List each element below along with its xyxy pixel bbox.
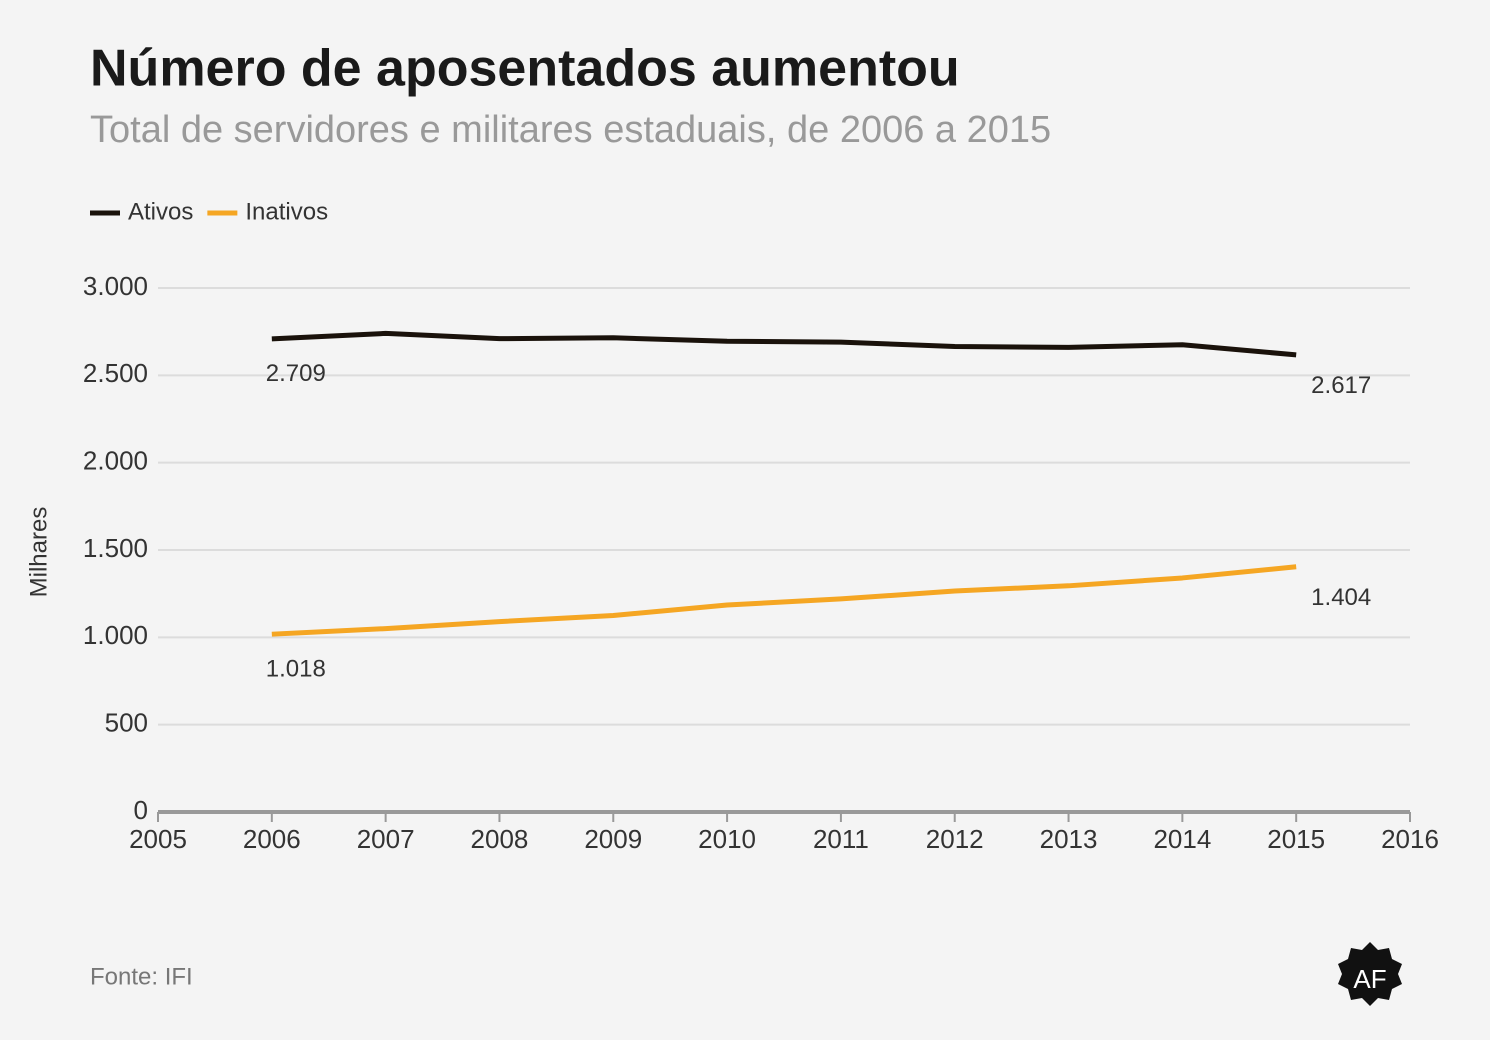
y-tick-label: 3.000: [83, 271, 148, 301]
y-tick-label: 1.000: [83, 620, 148, 650]
logo-badge: [1338, 942, 1402, 1006]
x-tick-label: 2007: [357, 824, 415, 854]
legend-label: Ativos: [128, 198, 193, 225]
x-tick-label: 2008: [471, 824, 529, 854]
data-label: 2.617: [1311, 372, 1371, 399]
x-tick-label: 2010: [698, 824, 756, 854]
data-label: 1.404: [1311, 584, 1371, 611]
x-tick-label: 2016: [1381, 824, 1439, 854]
x-tick-label: 2012: [926, 824, 984, 854]
legend-label: Inativos: [245, 198, 328, 225]
series-line: [271, 564, 1297, 637]
y-tick-label: 0: [134, 795, 148, 825]
x-tick-label: 2014: [1153, 824, 1211, 854]
data-label: 2.709: [266, 360, 326, 387]
y-axis-label: Milhares: [25, 507, 52, 598]
x-tick-label: 2013: [1040, 824, 1098, 854]
x-tick-label: 2006: [243, 824, 301, 854]
x-tick-label: 2011: [813, 824, 869, 854]
source: Fonte: IFI: [90, 963, 193, 990]
y-tick-label: 2.000: [83, 446, 148, 476]
y-tick-label: 1.500: [83, 533, 148, 563]
series-line: [271, 330, 1297, 358]
data-label: 1.018: [266, 656, 326, 683]
y-tick-label: 2.500: [83, 358, 148, 388]
x-tick-label: 2005: [129, 824, 187, 854]
logo: AF: [1353, 964, 1386, 994]
x-tick-label: 2015: [1267, 824, 1325, 854]
chart-subtitle: Total de servidores e militares estaduai…: [90, 109, 1051, 151]
chart-title: Número de aposentados aumentou: [90, 40, 960, 98]
x-tick-label: 2009: [584, 824, 642, 854]
y-tick-label: 500: [105, 708, 148, 738]
